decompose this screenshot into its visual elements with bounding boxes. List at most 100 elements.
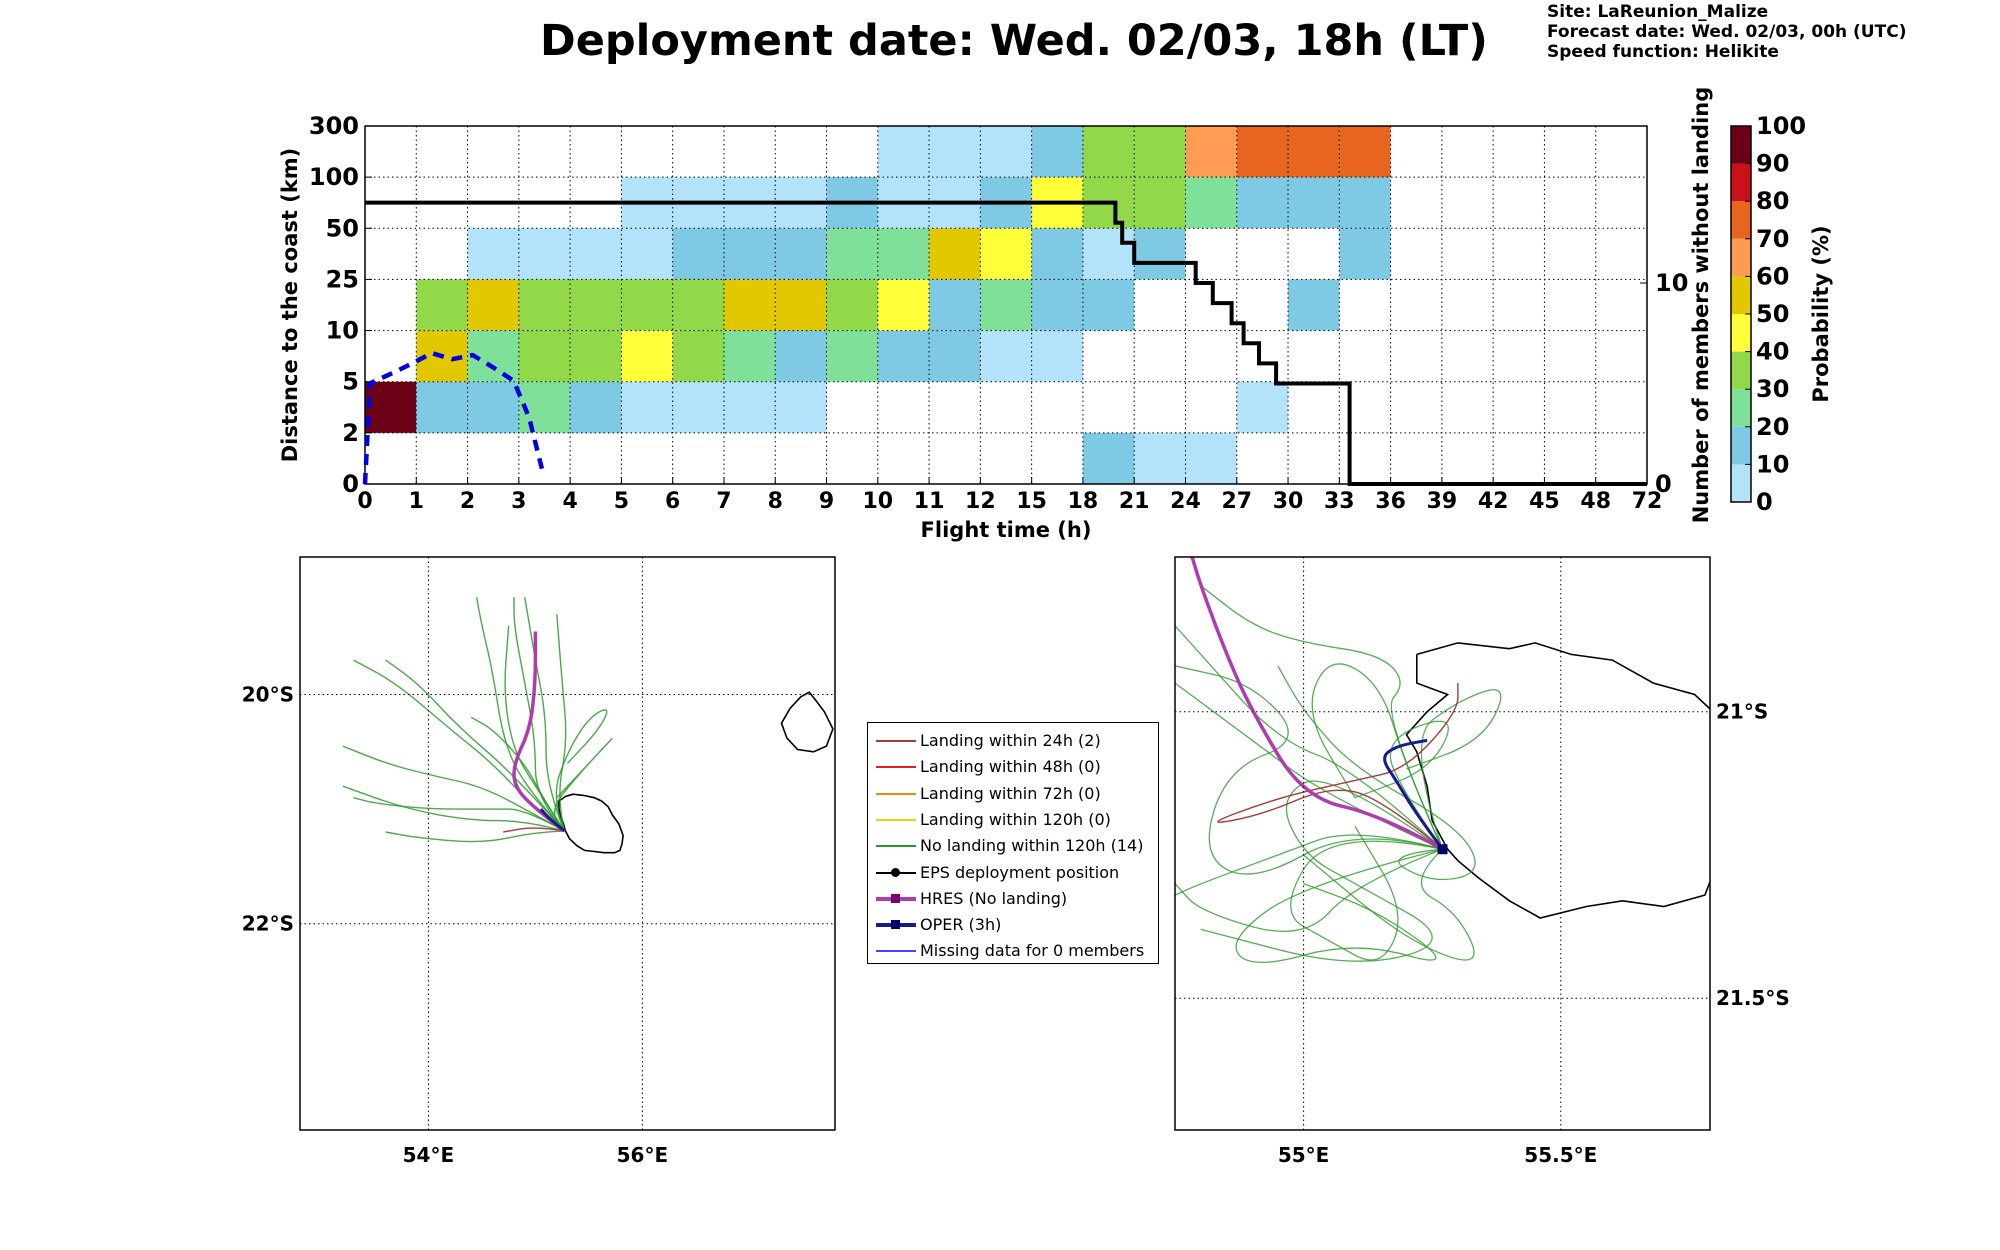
heatmap-cell xyxy=(826,279,878,331)
x-tick-label: 45 xyxy=(1529,489,1560,514)
heatmap-cell xyxy=(723,279,776,331)
mauritius-coastline xyxy=(780,691,834,753)
colorbar-tick-label: 70 xyxy=(1756,225,1789,253)
site-label: Site: LaReunion_Malize xyxy=(1547,2,1769,22)
map-lat-label: 21°S xyxy=(1716,700,1768,724)
x-tick-label: 6 xyxy=(665,489,680,514)
ensemble-track xyxy=(555,709,608,832)
y-tick-label: 10 xyxy=(326,317,359,345)
heatmap-cell xyxy=(877,228,930,280)
ensemble-track xyxy=(475,596,565,832)
x-tick-label: 4 xyxy=(562,489,577,514)
large-scale-trajectories-content xyxy=(342,596,834,854)
heatmap-cell xyxy=(672,330,724,382)
heatmap-cell xyxy=(1339,126,1391,178)
ensemble-track xyxy=(1200,585,1444,850)
legend-label: EPS deployment position xyxy=(920,862,1120,882)
x-tick-label: 12 xyxy=(965,489,996,514)
ensemble-track xyxy=(342,745,565,832)
deployment-marker xyxy=(1437,844,1448,855)
legend-label: Landing within 72h (0) xyxy=(920,783,1101,803)
x-tick-label: 27 xyxy=(1221,489,1252,514)
colorbar-segment xyxy=(1731,351,1751,390)
x-tick-label: 8 xyxy=(768,489,783,514)
map-lon-label: 56°E xyxy=(617,1143,669,1167)
speed-function-label: Speed function: Helikite xyxy=(1547,42,1779,62)
heatmap-cell xyxy=(1031,126,1083,178)
legend-label: OPER (3h) xyxy=(920,915,1002,935)
info-block: Site: LaReunion_Malize Forecast date: We… xyxy=(1547,2,1906,62)
legend-swatch xyxy=(876,950,916,953)
ensemble-track xyxy=(1235,848,1443,963)
legend-swatch xyxy=(876,740,916,742)
heatmap-cell xyxy=(877,279,930,331)
legend-label: Landing within 48h (0) xyxy=(920,757,1101,777)
colorbar-tick-label: 80 xyxy=(1756,187,1789,215)
ensemble-track xyxy=(470,716,565,832)
legend-item: Missing data for 0 members xyxy=(868,939,1158,963)
heatmap-cell xyxy=(877,126,930,178)
colorbar-segment xyxy=(1731,314,1751,352)
heatmap-cell xyxy=(518,228,571,280)
map-lon-label: 55.5°E xyxy=(1524,1143,1597,1167)
map-lat-label: 21.5°S xyxy=(1716,986,1790,1010)
heatmap-cell xyxy=(980,126,1032,178)
y-tick-label: 5 xyxy=(342,368,359,396)
heatmap-cell xyxy=(929,279,981,331)
y-axis-label: Distance to the coast (km) xyxy=(278,148,302,463)
heatmap-cell xyxy=(980,279,1032,331)
ensemble-track xyxy=(1175,665,1443,875)
heatmap-cell xyxy=(365,381,417,433)
heatmap-cell xyxy=(518,279,571,331)
landing-track xyxy=(503,827,565,833)
heatmap-cell xyxy=(1236,381,1289,433)
oper-track xyxy=(1383,738,1444,851)
ensemble-track xyxy=(342,785,565,832)
heatmap-frame xyxy=(364,125,1648,485)
heatmap-cell xyxy=(518,381,571,433)
heatmap-cell xyxy=(1185,126,1237,178)
legend-item: Landing within 120h (0) xyxy=(868,808,1158,832)
distance-curve xyxy=(362,350,545,485)
heatmap-cell xyxy=(518,330,571,382)
heatmap-cell xyxy=(621,330,673,382)
ensemble-track xyxy=(1277,665,1476,881)
map-zoomed: 55°E 55.5°E 21°S 21.5°S xyxy=(1174,556,1790,1167)
map-frame xyxy=(1174,556,1711,1131)
heatmap-cell xyxy=(467,228,519,280)
x-tick-label: 5 xyxy=(614,489,629,514)
heatmap-cell xyxy=(929,228,981,280)
heatmap-cell xyxy=(416,279,468,331)
y-tick-label: 25 xyxy=(326,265,359,293)
heatmap-cell xyxy=(1339,177,1391,229)
x-tick-label: 15 xyxy=(1016,489,1047,514)
members-without-landing-line xyxy=(365,200,1647,486)
heatmap-cell xyxy=(723,228,776,280)
heatmap-cell xyxy=(1236,177,1289,229)
ensemble-track xyxy=(1290,825,1443,961)
heatmap-cell xyxy=(929,126,981,178)
colorbar-tick-label: 60 xyxy=(1756,262,1789,290)
heatmap-cell xyxy=(467,279,519,331)
y-tick-label: 300 xyxy=(309,112,359,140)
legend-label: Landing within 120h (0) xyxy=(920,809,1111,829)
legend-label: No landing within 120h (14) xyxy=(920,836,1144,856)
ensemble-track xyxy=(1175,625,1443,850)
map-frame xyxy=(299,556,836,1131)
colorbar-tick-label: 10 xyxy=(1756,450,1789,478)
legend-label: Missing data for 0 members xyxy=(920,941,1145,961)
x-tick-label: 21 xyxy=(1119,489,1150,514)
heatmap-cell xyxy=(1134,228,1186,280)
x-tick-label: 30 xyxy=(1273,489,1304,514)
colorbar-tick-label: 0 xyxy=(1756,488,1773,516)
legend-label: Landing within 24h (2) xyxy=(920,731,1101,750)
heatmap-cell xyxy=(1134,126,1186,178)
heatmap-cell xyxy=(1236,126,1289,178)
x-tick-label: 18 xyxy=(1068,489,1099,514)
hres-track xyxy=(512,631,566,833)
heatmap-cell xyxy=(570,228,622,280)
ensemble-track xyxy=(385,830,565,843)
heatmap-cell xyxy=(1082,432,1135,484)
heatmap-cell xyxy=(775,381,827,433)
